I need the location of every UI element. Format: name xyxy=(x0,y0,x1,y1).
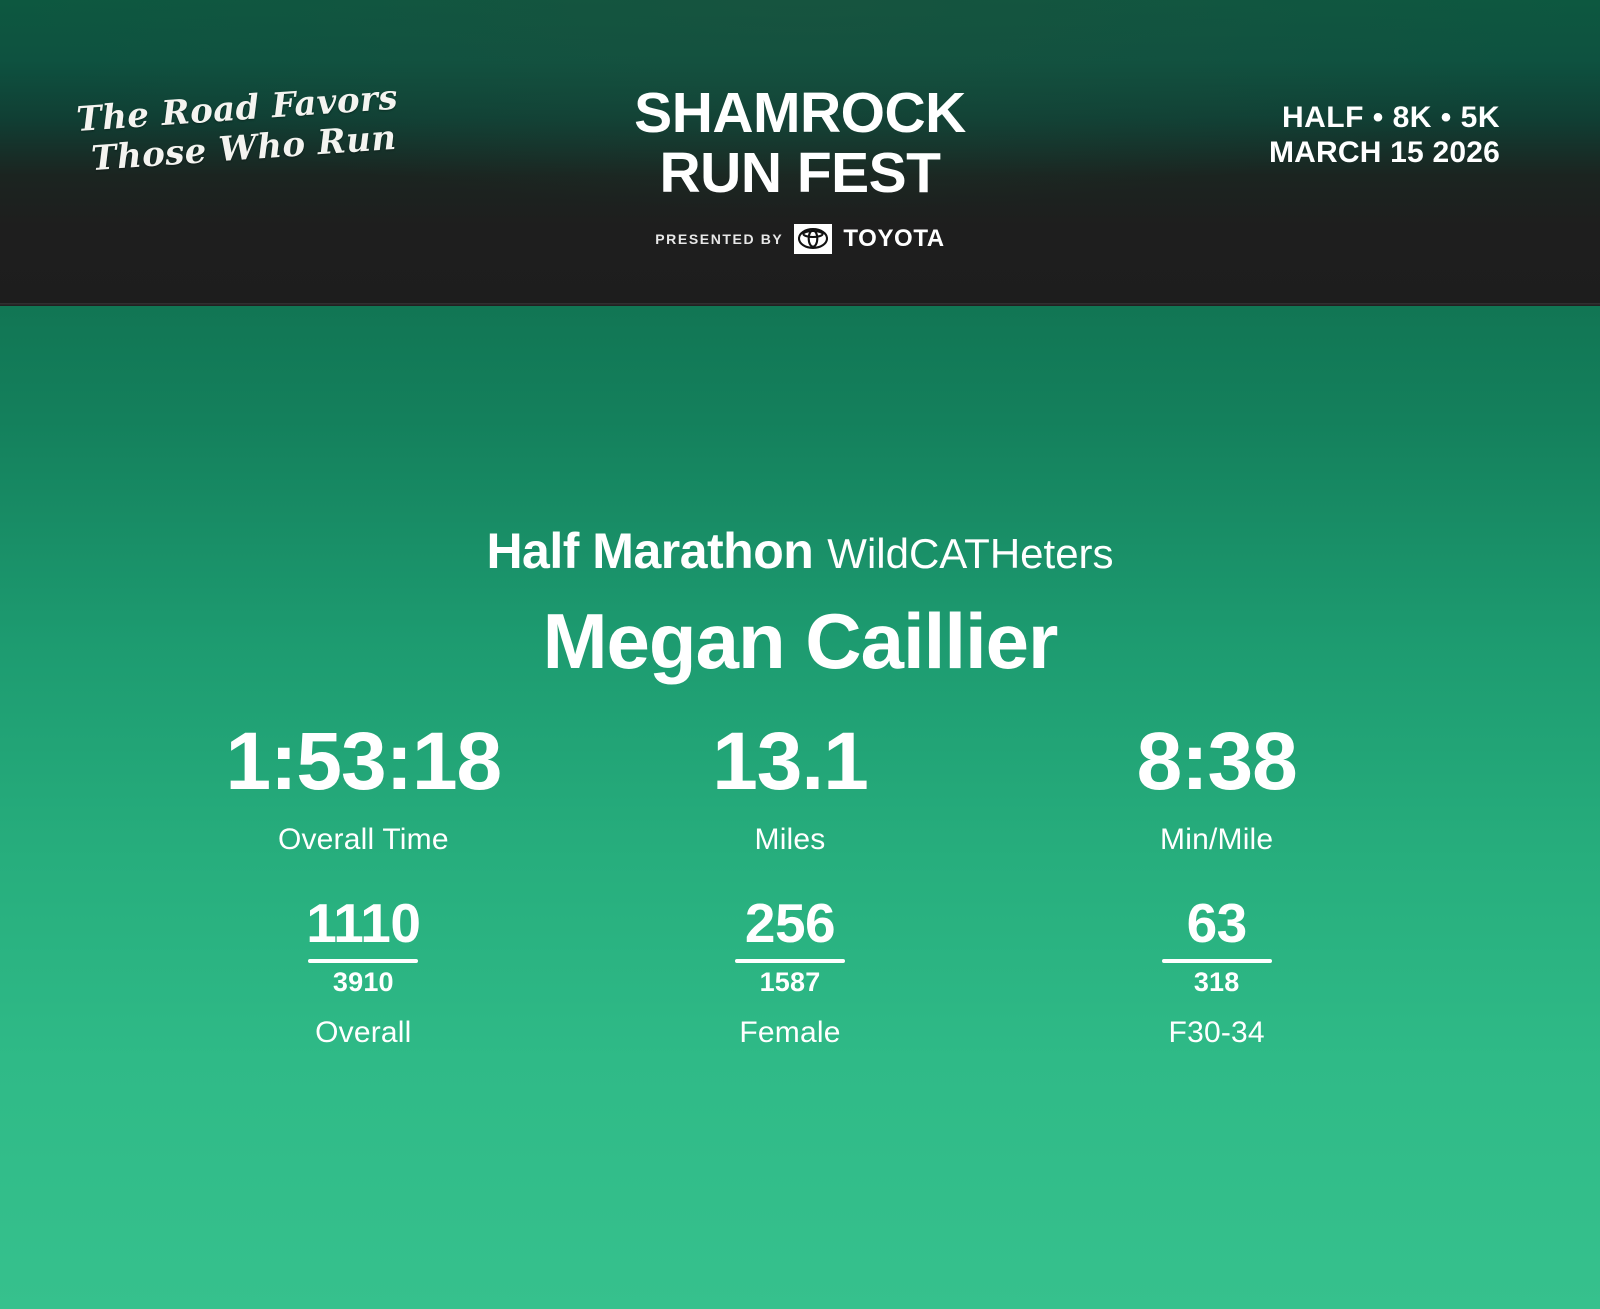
brand-line-2: RUN FEST xyxy=(659,140,942,205)
stat-value: 1:53:18 xyxy=(225,716,503,807)
rank-label: Overall xyxy=(315,1016,412,1049)
stat-value: 13.1 xyxy=(712,716,869,807)
results-panel: Half Marathon WildCATHeters Megan Caillie… xyxy=(0,306,1600,1309)
rank-place: 256 xyxy=(744,892,836,954)
event-tagline: The Road Favors Those Who Run xyxy=(75,77,410,180)
race-info: HALF • 8K • 5K MARCH 15 2026 xyxy=(1269,100,1500,171)
stat-pace: 8:38 Min/Mile xyxy=(1003,721,1430,857)
stat-overall-time: 1:53:18 Overall Time xyxy=(150,721,577,857)
rank-overall: 1110 3910 Overall xyxy=(150,896,577,1050)
rank-place: 63 xyxy=(1186,892,1248,954)
rankings-row: 1110 3910 Overall 256 1587 Female 63 318… xyxy=(150,896,1430,1050)
stat-label: Overall Time xyxy=(277,823,449,856)
race-distances: HALF • 8K • 5K xyxy=(1281,101,1500,134)
rank-label: Female xyxy=(739,1016,841,1049)
presented-by-label: PRESENTED BY xyxy=(655,230,784,247)
rank-divider xyxy=(308,959,419,963)
rank-total: 1587 xyxy=(759,967,821,997)
rank-total: 3910 xyxy=(332,967,394,997)
sponsor-lockup: PRESENTED BY TOYOTA xyxy=(480,223,1120,254)
stat-miles: 13.1 Miles xyxy=(577,721,1004,857)
rank-place: 1110 xyxy=(306,892,421,954)
event-header-banner: The Road Favors Those Who Run SHAMROCK R… xyxy=(0,0,1600,306)
toyota-emblem-icon xyxy=(794,223,833,254)
rank-label: F30-34 xyxy=(1168,1016,1265,1049)
stat-label: Min/Mile xyxy=(1160,823,1274,856)
brand-line-1: SHAMROCK xyxy=(634,81,966,145)
race-date: MARCH 15 2026 xyxy=(1268,136,1500,170)
runner-name: Megan Caillier xyxy=(542,597,1059,685)
team-name: WildCATHeters xyxy=(827,530,1114,577)
sponsor-name: TOYOTA xyxy=(843,224,945,252)
rank-total: 318 xyxy=(1193,967,1240,997)
event-logo: SHAMROCK RUN FEST PRESENTED BY TOYOTA xyxy=(480,81,1120,254)
primary-stats-row: 1:53:18 Overall Time 13.1 Miles 8:38 Min… xyxy=(150,721,1430,857)
event-name: Half Marathon xyxy=(486,523,814,579)
stat-label: Miles xyxy=(754,823,826,856)
rank-divider xyxy=(1161,959,1272,963)
event-and-team: Half Marathon WildCATHeters xyxy=(0,522,1600,580)
rank-divider xyxy=(735,959,845,963)
stat-value: 8:38 xyxy=(1136,716,1298,807)
rank-age-group: 63 318 F30-34 xyxy=(1003,896,1430,1050)
rank-female: 256 1587 Female xyxy=(577,896,1004,1050)
